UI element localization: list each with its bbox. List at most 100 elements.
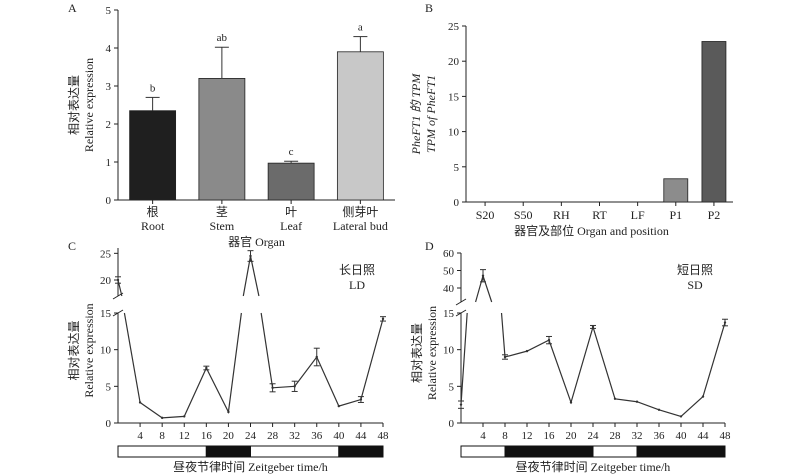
panel-c-x-tick-label: 4 <box>137 430 143 442</box>
panel-c-data-point <box>293 385 296 388</box>
panel-d-data-point <box>657 408 661 411</box>
panel-a-letter: A <box>68 1 77 15</box>
panel-d-photoperiod-light <box>592 445 638 458</box>
panel-c-series-line <box>117 255 384 419</box>
panel-b-y-tick-label: 25 <box>448 21 460 33</box>
panel-d-axis-break-mark <box>455 298 467 306</box>
panel-c-y-tick-label: 0 <box>106 418 112 430</box>
panel-a-y-tick-label: 2 <box>106 119 112 131</box>
panel-c-data-point <box>227 410 230 414</box>
panel-a-category-label-en: Stem <box>210 219 235 233</box>
panel-c-data-point <box>381 317 385 321</box>
panel-a-bar <box>267 162 315 201</box>
panel-c-data-point <box>183 415 186 418</box>
panel-d-y-tick-label: 5 <box>449 381 455 393</box>
panel-a-category-label-en: Lateral bud <box>333 219 388 233</box>
panel-c-data-point <box>138 401 142 404</box>
panel-b-bar <box>701 41 727 203</box>
panel-c-data-point <box>337 404 341 408</box>
panel-d-y-label-en: Relative expression <box>425 306 439 400</box>
panel-d-x-tick-label: 28 <box>610 430 622 442</box>
panel-a-category-label-cn: 侧芽叶 <box>342 205 378 219</box>
panel-b-category-label: LF <box>631 208 645 222</box>
panel-d-x-tick-label: 44 <box>698 430 710 442</box>
panel-d-data-point <box>459 403 463 406</box>
panel-a-y-tick-label: 1 <box>106 157 112 169</box>
panel-a-significance-label: b <box>150 82 156 94</box>
panel-c-x-tick-label: 32 <box>289 430 300 442</box>
panel-a-category-label-cn: 根 <box>147 205 159 219</box>
panel-d-data-point <box>635 400 639 403</box>
panel-c-y-label-en: Relative expression <box>82 303 96 397</box>
panel-d-y-label-cn: 相对表达量 <box>410 323 424 383</box>
panel-a-category-label-en: Root <box>141 219 165 233</box>
panel-d-x-tick-label: 12 <box>522 430 533 442</box>
panel-d-annotation-en: SD <box>687 278 703 292</box>
panel-a-y-tick-label: 0 <box>106 195 112 207</box>
panel-c-x-tick-label: 8 <box>159 430 165 442</box>
panel-d-data-point <box>569 401 573 404</box>
panel-d-data-point <box>613 397 617 400</box>
panel-d-y-tick-label: 10 <box>443 345 455 357</box>
panel-b-letter: B <box>425 1 433 15</box>
panel-c-y-tick-label: 10 <box>100 345 112 357</box>
panel-a-significance-label: c <box>289 146 294 158</box>
panel-c-y-tick-label: 15 <box>100 308 112 320</box>
panel-d-data-point <box>591 325 595 329</box>
panel-d-x-tick-label: 48 <box>720 430 732 442</box>
panel-d-x-tick-label: 36 <box>654 430 666 442</box>
panel-b-x-label: 器官及部位 Organ and position <box>514 223 669 238</box>
panel-d-x-tick-label: 24 <box>588 430 600 442</box>
panel-c-data-point <box>205 366 208 370</box>
panel-c-x-tick-label: 44 <box>355 430 367 442</box>
panel-b-y-tick-label: 5 <box>454 162 460 174</box>
panel-c-photoperiod-dark <box>338 445 384 458</box>
panel-c-annotation-en: LD <box>349 278 365 292</box>
panel-b-y-tick-label: 0 <box>454 197 460 209</box>
panel-d-series-line <box>460 273 726 418</box>
panel-d-x-label: 昼夜节律时间 Zeitgeber time/h <box>516 459 671 474</box>
panel-a-y-label-en: Relative expression <box>82 58 96 152</box>
panel-b-category-label: RH <box>553 208 570 222</box>
panel-b-category-label: S50 <box>514 208 533 222</box>
panel-b-bar-chart: 0 5 10 15 20 25 S20 S50 RH RT LF P1 P2 器官及部位 Organ an… <box>409 21 733 238</box>
panel-c-letter: C <box>68 239 76 253</box>
panel-c-x-label: 昼夜节律时间 Zeitgeber time/h <box>173 459 328 474</box>
panel-d-photoperiod-light <box>460 445 506 458</box>
panel-c-annotation-cn: 长日照 <box>339 263 375 277</box>
panel-c-photoperiod-light <box>117 445 207 458</box>
panel-c-photoperiod-dark <box>205 445 251 458</box>
panel-d-letter: D <box>425 239 434 253</box>
panel-b-category-label: RT <box>592 208 607 222</box>
panel-a-category-label-cn: 叶 <box>285 205 297 219</box>
panel-b-category-label: P1 <box>669 208 682 222</box>
panel-d-y-tick-label: 50 <box>443 266 455 278</box>
panel-a-significance-label: a <box>358 22 363 34</box>
panel-c-x-tick-label: 36 <box>311 430 323 442</box>
panel-c-data-point <box>315 355 318 359</box>
panel-d-annotation-cn: 短日照 <box>677 263 713 277</box>
panel-c-y-tick-label: 5 <box>106 381 112 393</box>
panel-d-x-tick-label: 16 <box>544 430 556 442</box>
panel-d-x-tick-label: 32 <box>632 430 643 442</box>
panel-a-category-label-cn: 茎 <box>216 205 228 219</box>
panel-b-category-label: S20 <box>476 208 495 222</box>
panel-a-category-label-en: Leaf <box>280 219 302 233</box>
panel-a-y-label-cn: 相对表达量 <box>67 75 81 135</box>
panel-d-y-tick-label: 40 <box>443 283 455 295</box>
panel-a-bar <box>336 51 384 201</box>
panel-c-y-tick-label: 25 <box>100 248 112 260</box>
panel-a-x-label: 器官 Organ <box>228 234 285 249</box>
panel-b-y-tick-label: 15 <box>448 91 460 103</box>
panel-c-x-tick-label: 16 <box>201 430 213 442</box>
panel-c-x-tick-label: 48 <box>378 430 390 442</box>
panel-d-data-point <box>481 274 485 277</box>
panel-d-data-point <box>679 415 683 418</box>
panel-d-data-point <box>503 355 507 359</box>
panel-d-photoperiod-dark <box>504 445 594 458</box>
panel-b-bar <box>663 178 689 203</box>
panel-b-y-label-1: PheFT1 的 TPM <box>409 73 423 156</box>
